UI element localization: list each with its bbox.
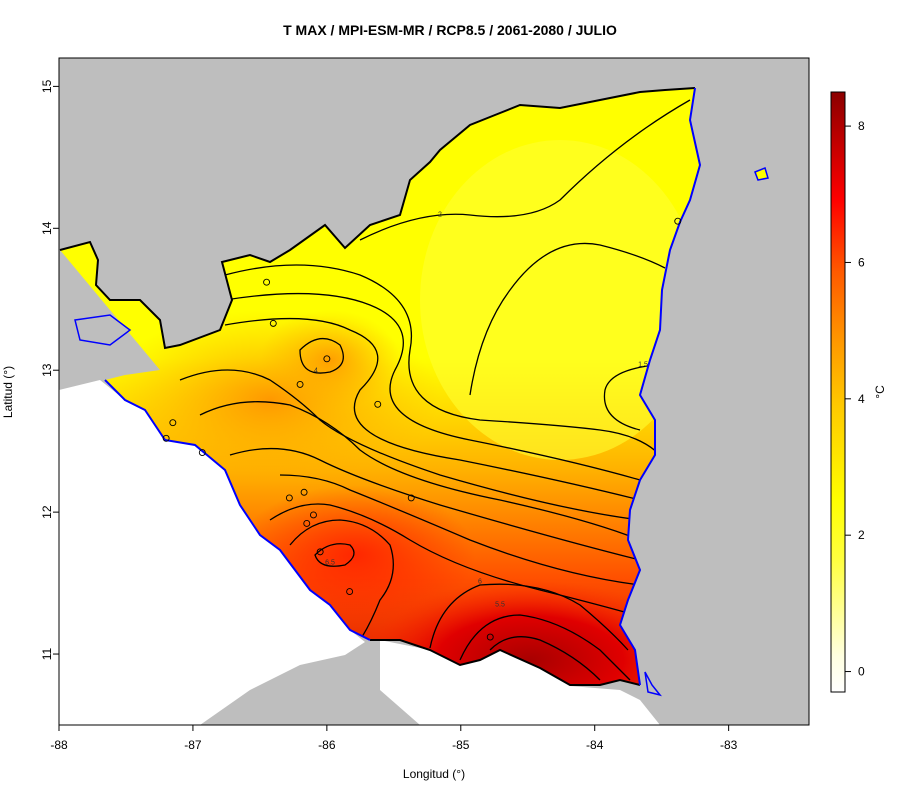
station-marker <box>346 588 354 596</box>
y-tick-label: 12 <box>40 505 54 519</box>
contour-lines <box>179 99 691 681</box>
x-tick-label: -84 <box>586 738 604 752</box>
colorbar-ticks: 0 2 4 6 8 <box>845 119 865 679</box>
colorbar-tick-label: 6 <box>858 255 865 269</box>
pacific-coast <box>104 379 371 641</box>
x-tick-label: -87 <box>184 738 202 752</box>
pacific-ocean <box>59 380 365 725</box>
plot-frame <box>58 57 810 726</box>
station-marker <box>300 488 308 496</box>
station-marker <box>296 380 304 388</box>
station-marker <box>407 494 415 502</box>
station-marker <box>316 548 324 556</box>
pacific-ocean-south <box>380 640 660 725</box>
y-tick-label: 14 <box>40 221 54 235</box>
contour-label: 4 <box>314 368 318 375</box>
y-axis-label: Latitud (°) <box>1 365 15 419</box>
colorbar-tick-label: 2 <box>858 528 865 542</box>
station-marker <box>323 355 331 363</box>
map-title: T MAX / MPI-ESM-MR / RCP8.5 / 2061-2080 … <box>283 22 617 38</box>
north-border <box>59 87 696 350</box>
y-tick-label: 11 <box>40 647 54 660</box>
x-axis-label: Longitud (°) <box>402 767 466 781</box>
gulf-of-fonseca <box>74 314 132 346</box>
station-marker <box>310 511 317 519</box>
station-marker <box>374 400 382 408</box>
x-tick-label: -83 <box>720 738 738 752</box>
station-marker <box>674 217 682 225</box>
y-axis: 11 12 13 14 15 <box>40 79 59 660</box>
station-marker <box>263 278 271 286</box>
station-marker <box>303 520 311 527</box>
x-tick-label: -85 <box>452 738 470 752</box>
station-marker <box>285 494 293 502</box>
contour-label: 2 <box>438 212 442 219</box>
station-markers <box>162 217 682 641</box>
x-tick-label: -88 <box>50 738 68 752</box>
station-marker <box>269 319 277 327</box>
x-axis: -88 -87 -86 -85 -84 -83 <box>50 725 738 752</box>
colorbar-tick-label: 8 <box>858 119 865 133</box>
contour-label-group: 2 1.5 4 6.5 6 5.5 <box>314 212 648 609</box>
y-tick-label: 15 <box>40 79 54 93</box>
y-tick-label: 13 <box>40 363 54 377</box>
contour-label: 6.5 <box>325 560 335 567</box>
south-border <box>370 639 641 686</box>
contour-label: 6 <box>478 579 482 586</box>
colorbar <box>830 91 846 693</box>
contour-label: 1.5 <box>638 362 648 369</box>
station-marker <box>162 434 170 442</box>
caribbean-coast <box>618 87 702 686</box>
station-marker <box>198 449 206 456</box>
colorbar-unit-label: °C <box>873 385 887 399</box>
x-tick-label: -86 <box>318 738 336 752</box>
station-marker <box>169 419 177 427</box>
station-marker <box>486 633 494 641</box>
colorbar-tick-label: 0 <box>858 665 865 679</box>
corn-island <box>754 166 769 181</box>
caribbean-sea <box>620 58 809 725</box>
colorbar-tick-label: 4 <box>858 392 865 406</box>
contour-label: 5.5 <box>495 602 505 609</box>
